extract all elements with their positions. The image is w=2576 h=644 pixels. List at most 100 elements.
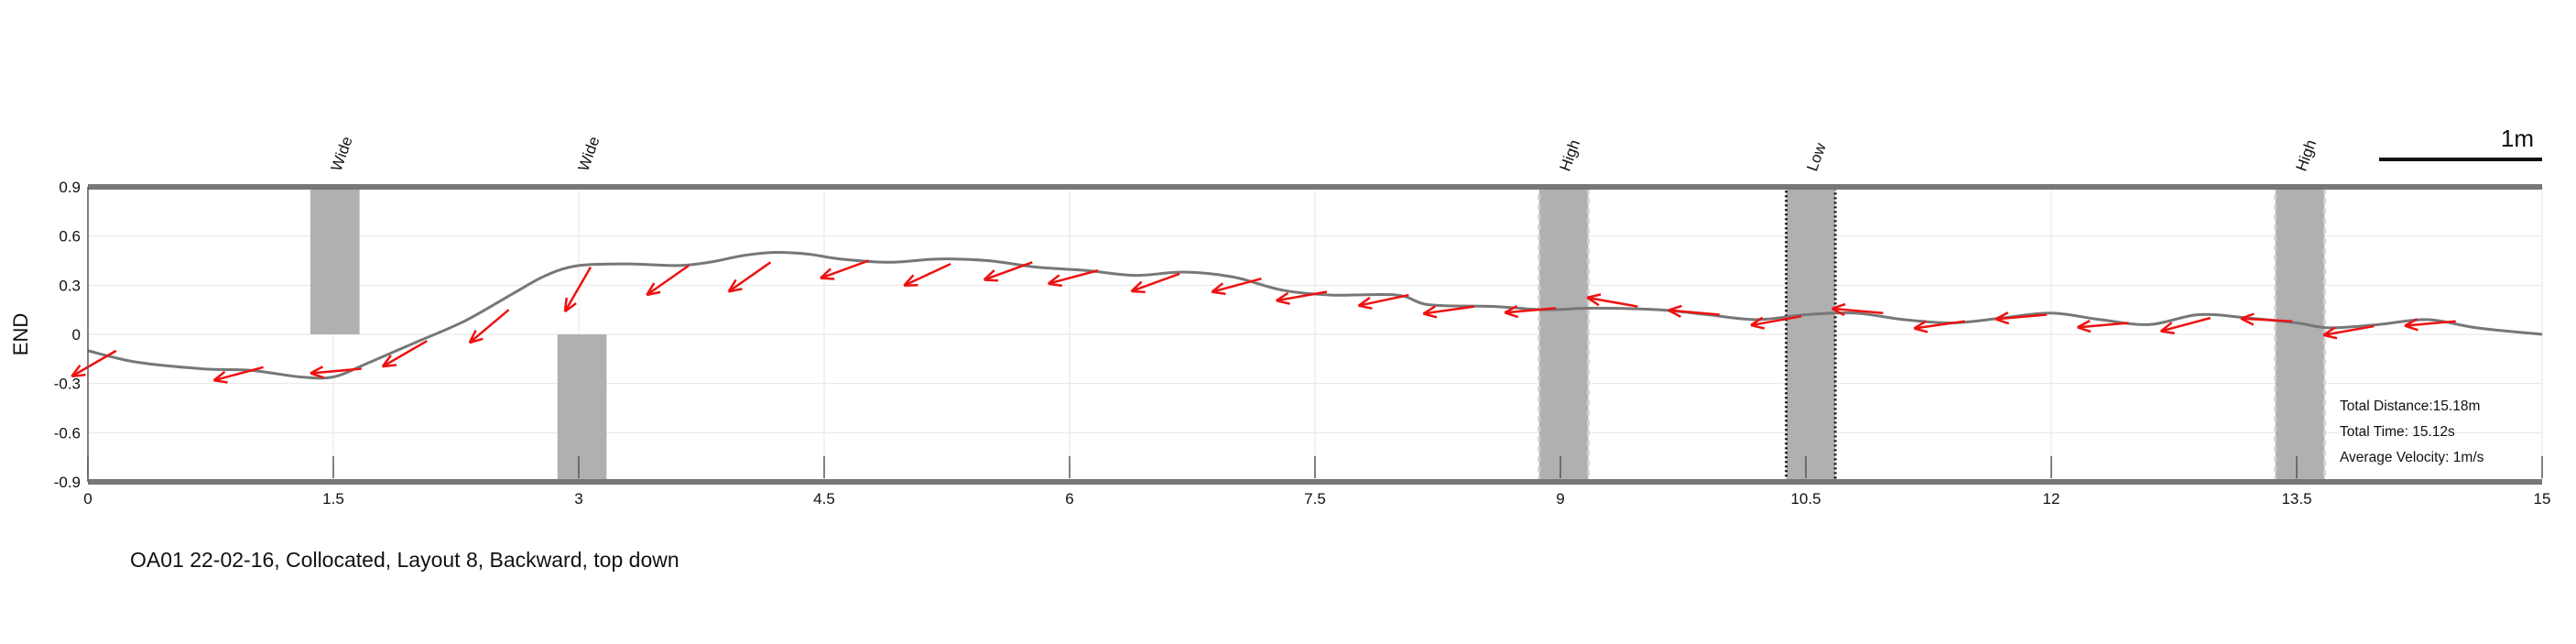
heading-arrow (1276, 290, 1328, 305)
arrow-head (1994, 311, 2010, 325)
heading-arrow (468, 309, 510, 344)
arrow-head (468, 330, 484, 344)
y-tick-label: -0.9 (54, 474, 81, 491)
heading-arrow (2240, 312, 2293, 326)
obstacle-high (1538, 185, 1590, 484)
average-velocity: Average Velocity: 1m/s (2340, 450, 2484, 465)
arrow-head (2322, 326, 2338, 340)
arrow-shaft (1276, 290, 1328, 302)
obstacle-wide (557, 334, 607, 482)
arrow-head (2240, 312, 2255, 326)
x-tick-label: 1.5 (322, 490, 344, 508)
arrow-shaft (563, 267, 592, 312)
arrow-head (310, 366, 324, 379)
heading-arrow (1211, 277, 1262, 296)
heading-arrow (563, 267, 592, 313)
scale-bar: 1m (2379, 125, 2542, 161)
heading-arrow (646, 264, 690, 297)
x-tick-label: 15 (2534, 490, 2551, 508)
heading-arrow (1668, 304, 1720, 318)
arrow-head (1357, 296, 1373, 310)
heading-arrow (381, 340, 428, 368)
heading-arrow (310, 366, 362, 379)
chart-caption: OA01 22-02-16, Collocated, Layout 8, Bac… (130, 548, 679, 572)
heading-arrow (727, 261, 772, 293)
arrow-head (1276, 291, 1290, 305)
path-layer (87, 250, 2543, 380)
arrow-head (1668, 304, 1682, 318)
arrow-head (1831, 302, 1846, 317)
arrow-head (646, 282, 661, 297)
arrow-head (1504, 304, 1519, 319)
heading-arrow (1422, 305, 1474, 319)
heading-arrow (1047, 269, 1099, 288)
arrow-head (2404, 318, 2418, 332)
arrow-shaft (1995, 313, 2048, 321)
y-tick-label: 0.3 (59, 277, 81, 294)
arrow-head (1422, 305, 1438, 319)
arrow-head (903, 274, 918, 287)
arrow-head (563, 297, 577, 313)
stats-panel: Total Distance:15.18m Total Time: 15.12s… (2340, 394, 2484, 471)
arrow-shaft (382, 340, 428, 368)
arrow-shaft (820, 259, 870, 279)
total-time: Total Time: 15.12s (2340, 424, 2455, 440)
arrow-shaft (1423, 305, 1474, 315)
obstacle-label: Wide (328, 134, 356, 173)
arrow-head (1586, 293, 1602, 307)
arrow-shaft (1048, 269, 1099, 285)
x-tick-label: 4.5 (813, 490, 835, 508)
arrow-shaft (213, 366, 264, 382)
arrow-shaft (1750, 315, 1802, 327)
arrow-shaft (2077, 322, 2129, 329)
heading-arrow (2077, 320, 2129, 333)
bottom-wall (88, 479, 2542, 485)
obstacle-layer (310, 185, 2326, 484)
arrow-shaft (903, 262, 951, 287)
arrow-head (2077, 320, 2092, 333)
heading-arrow (1750, 315, 1802, 330)
arrow-shaft (1668, 309, 1720, 316)
x-tick-label: 13.5 (2281, 490, 2311, 508)
arrow-head (1130, 280, 1146, 294)
x-tick-label: 7.5 (1304, 490, 1326, 508)
y-tick-label: 0 (72, 326, 81, 344)
obstacle-low (1785, 185, 1837, 484)
heading-arrow (1357, 293, 1409, 310)
x-tick-label: 10.5 (1790, 490, 1821, 508)
arrow-shaft (1212, 277, 1262, 293)
obstacle-wide (310, 187, 360, 334)
scale-bar-label: 1m (2501, 125, 2534, 152)
arrow-shaft (1505, 307, 1557, 314)
grid-layer (87, 186, 2543, 483)
arrow-head (727, 278, 743, 293)
heading-arrow (983, 261, 1033, 282)
top-wall (88, 184, 2542, 190)
obstacle-label: Wide (574, 134, 603, 173)
arrow-shaft (984, 261, 1033, 281)
obstacle-label: High (1556, 137, 1583, 173)
arrow-head (1047, 274, 1062, 288)
heading-arrow (2322, 324, 2375, 340)
heading-arrow (1831, 302, 1884, 317)
arrow-shaft (310, 367, 362, 375)
heading-arrow (1913, 320, 1965, 333)
heading-arrow (1586, 293, 1638, 308)
arrow-head (71, 364, 86, 378)
arrow-head (2159, 322, 2175, 335)
total-distance: Total Distance:15.18m (2340, 398, 2481, 414)
arrow-shaft (1831, 307, 1884, 314)
arrow-head (983, 269, 998, 282)
arrow-layer (71, 259, 2456, 384)
heading-arrow (903, 262, 951, 287)
arrow-shaft (71, 349, 117, 377)
y-tick-label: 0.9 (59, 179, 81, 196)
x-tick-label: 12 (2043, 490, 2060, 508)
y-axis-label: END (9, 313, 32, 355)
x-tick-label: 9 (1556, 490, 1564, 508)
arrow-shaft (2404, 320, 2456, 327)
arrow-head (820, 267, 835, 280)
arrow-shaft (1358, 293, 1409, 307)
trajectory-line (87, 250, 2543, 380)
